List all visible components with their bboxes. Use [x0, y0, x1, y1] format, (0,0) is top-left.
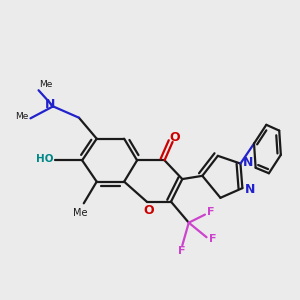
Text: F: F: [207, 207, 214, 217]
Text: Me: Me: [73, 208, 88, 218]
Text: N: N: [245, 183, 255, 196]
Text: Me: Me: [16, 112, 29, 121]
Text: Me: Me: [39, 80, 52, 88]
Text: F: F: [178, 246, 185, 256]
Text: N: N: [45, 98, 55, 111]
Text: O: O: [169, 130, 179, 144]
Text: N: N: [242, 156, 253, 169]
Text: F: F: [209, 234, 217, 244]
Text: HO: HO: [36, 154, 53, 164]
Text: O: O: [143, 204, 154, 217]
